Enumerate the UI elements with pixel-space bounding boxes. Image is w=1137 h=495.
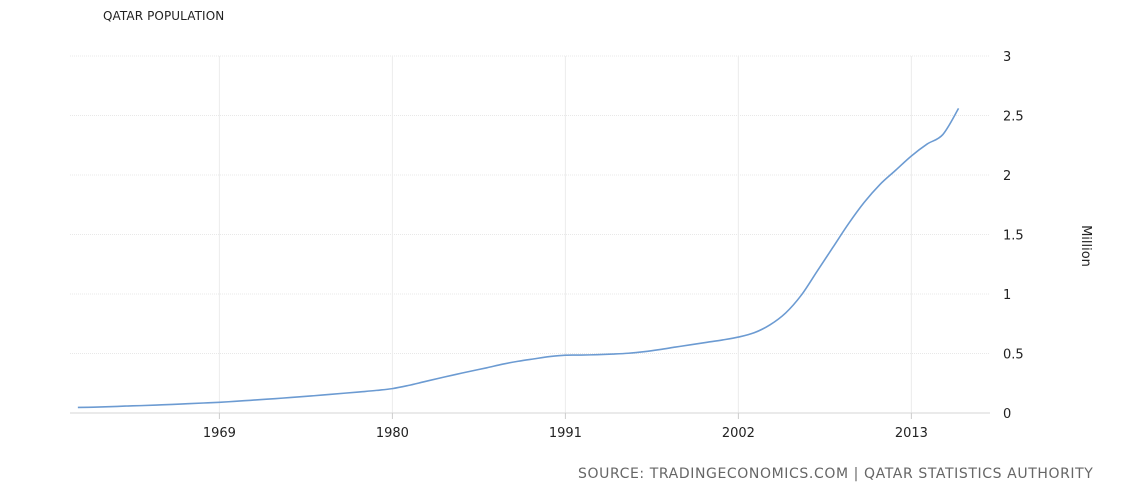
horizontal-gridlines <box>70 55 990 354</box>
x-tick-label: 1969 <box>203 426 236 441</box>
y-axis-ticks: 0 0.5 1 1.5 2 2.5 3 <box>1003 50 1024 422</box>
x-tick-label: 2013 <box>895 426 928 441</box>
y-tick-label: 2.5 <box>1003 110 1024 125</box>
chart-title: QATAR POPULATION <box>103 9 225 23</box>
y-tick-label: 0 <box>1003 407 1011 422</box>
vertical-gridlines <box>218 56 912 413</box>
x-tick-label: 1991 <box>549 426 582 441</box>
y-tick-label: 1.5 <box>1003 229 1024 244</box>
y-tick-label: 3 <box>1003 50 1011 65</box>
x-tick-label: 1980 <box>376 426 409 441</box>
x-tick-label: 2002 <box>722 426 755 441</box>
x-axis-ticks: 1969 1980 1991 2002 2013 <box>203 413 928 441</box>
y-tick-label: 2 <box>1003 169 1011 184</box>
y-axis-unit-label: Million <box>1078 225 1093 267</box>
y-tick-label: 1 <box>1003 288 1011 303</box>
source-attribution: SOURCE: TRADINGECONOMICS.COM | QATAR STA… <box>578 466 1094 482</box>
y-tick-label: 0.5 <box>1003 348 1024 363</box>
population-series-line <box>77 107 960 409</box>
